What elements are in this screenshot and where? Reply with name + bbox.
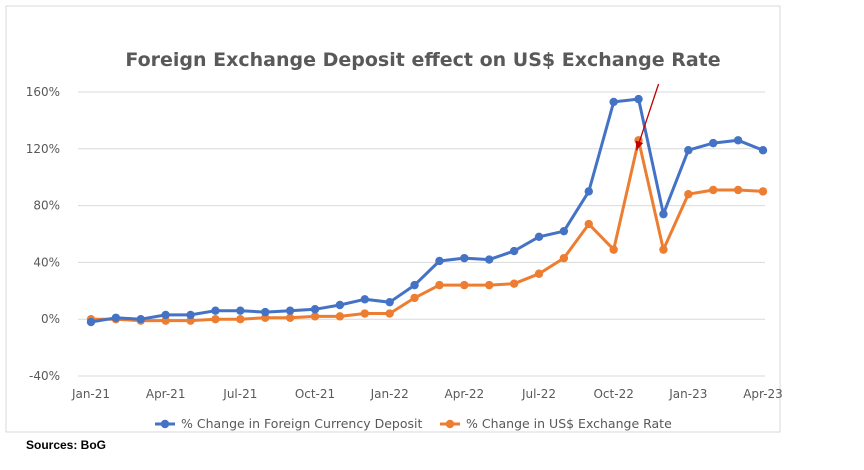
data-point	[634, 94, 643, 104]
data-point	[659, 245, 668, 254]
x-tick-label: Jul-22	[521, 387, 556, 401]
data-point	[659, 209, 668, 219]
data-point	[460, 280, 469, 290]
y-tick-label: 160%	[26, 85, 60, 99]
data-point	[584, 219, 593, 229]
data-point	[758, 187, 768, 196]
grid	[78, 91, 765, 377]
series-us-exchange-rate	[86, 136, 768, 325]
data-point	[211, 315, 220, 324]
series-line	[90, 97, 764, 324]
legend-swatch-marker	[445, 419, 455, 429]
data-point	[360, 295, 369, 304]
data-point	[435, 256, 444, 266]
x-tick-label: Apr-22	[445, 387, 485, 401]
series-layer	[86, 94, 768, 327]
data-point	[684, 146, 693, 155]
y-tick-label: 80%	[33, 199, 60, 213]
x-tick-label: Apr-21	[146, 387, 186, 401]
data-point	[410, 280, 419, 290]
legend-label: % Change in Foreign Currency Deposit	[181, 416, 422, 431]
y-tick-label: 0%	[41, 312, 60, 326]
series-foreign-currency-deposit	[86, 94, 768, 327]
data-point	[211, 306, 220, 315]
annotation-layer	[635, 83, 660, 151]
data-point	[733, 136, 743, 145]
data-point	[285, 306, 295, 315]
legend: % Change in Foreign Currency Deposit % Ch…	[155, 416, 672, 431]
legend-item: % Change in US$ Exchange Rate	[440, 416, 672, 431]
y-tick-label: 40%	[33, 255, 60, 269]
data-point	[435, 280, 444, 290]
data-point	[485, 255, 494, 264]
data-point	[534, 269, 544, 278]
data-point	[360, 309, 369, 318]
data-point	[684, 190, 693, 199]
x-tick-label: Jan-21	[71, 387, 110, 401]
x-tick-label: Oct-22	[593, 387, 633, 401]
data-point	[758, 146, 768, 155]
data-point	[335, 300, 345, 310]
x-tick-label: Apr-23	[743, 387, 783, 401]
data-point	[410, 293, 419, 303]
y-tick-label: 120%	[26, 142, 60, 156]
data-point	[236, 315, 245, 324]
x-axis-ticks: Jan-21 Apr-21 Jul-21 Oct-21 Jan-22 Apr-22 Jul-…	[71, 387, 783, 401]
data-point	[733, 185, 743, 195]
data-point	[460, 253, 469, 263]
data-point	[509, 279, 519, 288]
data-point	[584, 187, 593, 196]
data-point	[385, 297, 394, 307]
annotation-arrow-head	[635, 140, 644, 151]
data-point	[609, 97, 618, 107]
data-point	[310, 312, 320, 321]
data-point	[559, 253, 569, 263]
legend-swatch-marker	[160, 419, 170, 429]
data-point	[186, 310, 195, 320]
data-point	[261, 307, 270, 317]
x-tick-label: Jan-23	[668, 387, 707, 401]
chart-border	[5, 5, 781, 433]
data-point	[335, 312, 345, 321]
data-point	[236, 306, 245, 315]
data-point	[709, 138, 718, 148]
source-note: Sources: BoG	[26, 438, 107, 452]
data-point	[310, 305, 320, 314]
data-point	[111, 313, 121, 322]
data-point	[136, 315, 145, 324]
data-point	[534, 232, 544, 242]
data-point	[485, 280, 494, 290]
legend-label: % Change in US$ Exchange Rate	[466, 416, 672, 431]
y-tick-label: -40%	[29, 369, 60, 383]
data-point	[609, 245, 618, 254]
legend-item: % Change in Foreign Currency Deposit	[155, 416, 422, 431]
data-point	[161, 310, 170, 320]
data-point	[385, 309, 394, 318]
data-point	[285, 313, 295, 322]
data-point	[509, 246, 519, 256]
x-tick-label: Oct-21	[295, 387, 335, 401]
annotation-arrow-line	[635, 83, 660, 151]
x-tick-label: Jul-21	[222, 387, 257, 401]
data-point	[86, 317, 96, 327]
data-point	[709, 185, 718, 195]
y-axis-ticks: 160% 120% 80% 40% 0% -40%	[26, 85, 60, 383]
series-line	[91, 138, 764, 323]
data-point	[559, 226, 569, 236]
x-tick-label: Jan-22	[370, 387, 409, 401]
chart-title: Foreign Exchange Deposit effect on US$ E…	[125, 49, 720, 71]
